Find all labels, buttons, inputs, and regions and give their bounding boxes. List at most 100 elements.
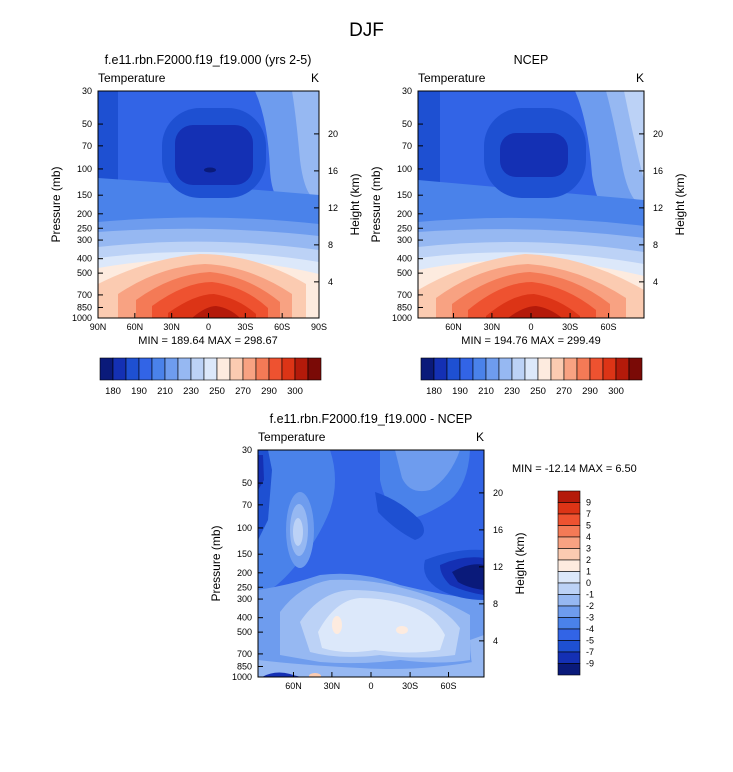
colorbar-label: 2: [586, 555, 591, 565]
pressure-tick-label: 500: [397, 268, 412, 278]
colorbar-swatch: [557, 640, 581, 653]
colorbar-swatch: [511, 357, 526, 381]
colorbar-label: 210: [157, 386, 173, 397]
colorbar-swatch: [125, 357, 140, 381]
colorbar-swatch: [537, 357, 552, 381]
colorbar-swatch: [112, 357, 127, 381]
colorbar-swatch: [99, 357, 114, 381]
colorbar-swatch: [138, 357, 153, 381]
colorbar-swatch: [472, 357, 487, 381]
colorbar-swatch: [255, 357, 270, 381]
height-tick-label: 8: [493, 599, 498, 609]
colorbar-swatch: [615, 357, 630, 381]
latitude-tick-label: 0: [528, 322, 533, 332]
colorbar-swatch: [294, 357, 309, 381]
height-tick-label: 16: [493, 525, 503, 535]
colorbar-label: 270: [235, 386, 251, 397]
latitude-tick-label: 30S: [562, 322, 578, 332]
colorbar-swatch: [557, 502, 581, 515]
colorbar-label: -4: [586, 624, 594, 634]
colorbar-label: 290: [582, 386, 598, 397]
pressure-tick-label: 200: [237, 568, 252, 578]
panel-difference-units-label: K: [476, 430, 484, 444]
pressure-tick-label: 500: [77, 268, 92, 278]
colorbar-label: -3: [586, 613, 594, 623]
pressure-tick-label: 30: [402, 86, 412, 96]
pressure-tick-label: 70: [242, 500, 252, 510]
pressure-tick-label: 850: [77, 302, 92, 312]
colorbar-swatch: [268, 357, 283, 381]
colorbar-swatch: [557, 605, 581, 618]
latitude-tick-label: 60S: [601, 322, 617, 332]
colorbar-label: -5: [586, 636, 594, 646]
colorbar-swatch: [307, 357, 322, 381]
latitude-tick-label: 60N: [445, 322, 462, 332]
colorbar-label: 180: [105, 386, 121, 397]
pressure-tick-label: 100: [237, 523, 252, 533]
panel-difference-minmax: MIN = -12.14 MAX = 6.50: [512, 463, 637, 475]
colorbar-label: 300: [287, 386, 303, 397]
colorbar-model: 180 190 210 230 250 270 290 300: [99, 357, 322, 397]
colorbar-swatch: [203, 357, 218, 381]
colorbar-swatch: [557, 628, 581, 641]
pressure-tick-label: 50: [82, 119, 92, 129]
height-tick-label: 12: [328, 203, 338, 213]
colorbar-label: 1: [586, 567, 591, 577]
pressure-tick-label: 250: [237, 582, 252, 592]
colorbar-difference: 97 54 32 10 -1-2 -3-4 -5-7 -9: [557, 490, 594, 676]
colorbar-swatch: [485, 357, 500, 381]
colorbar-swatch: [557, 490, 581, 503]
colorbar-label: 7: [586, 509, 591, 519]
panel-ncep-contours: [418, 91, 644, 318]
panel-ncep-minmax: MIN = 194.76 MAX = 299.49: [461, 335, 600, 347]
height-tick-label: 12: [493, 562, 503, 572]
pressure-axis-title: Pressure (mb): [49, 166, 63, 242]
colorbar-swatch: [550, 357, 565, 381]
latitude-tick-label: 60S: [441, 681, 457, 691]
colorbar-label: 190: [452, 386, 468, 397]
latitude-tick-label: 0: [206, 322, 211, 332]
pressure-tick-label: 700: [77, 290, 92, 300]
pressure-tick-label: 300: [397, 235, 412, 245]
latitude-tick-label: 30N: [163, 322, 180, 332]
latitude-tick-label: 60N: [285, 681, 302, 691]
height-axis-title: Height (km): [673, 173, 687, 235]
pressure-tick-label: 100: [397, 164, 412, 174]
colorbar-label: -1: [586, 590, 594, 600]
colorbar-label: 250: [530, 386, 546, 397]
colorbar-swatch: [524, 357, 539, 381]
colorbar-swatch: [190, 357, 205, 381]
colorbar-label: 230: [183, 386, 199, 397]
colorbar-swatch: [557, 536, 581, 549]
pressure-tick-label: 200: [397, 209, 412, 219]
pressure-tick-label: 1000: [232, 672, 252, 682]
pressure-tick-label: 150: [237, 549, 252, 559]
latitude-tick-label: 60S: [274, 322, 290, 332]
figure-title: DJF: [349, 20, 384, 41]
height-axis-title: Height (km): [348, 173, 362, 235]
colorbar-swatch: [177, 357, 192, 381]
colorbar-swatch: [433, 357, 448, 381]
colorbar-swatch: [498, 357, 513, 381]
colorbar-label: 190: [131, 386, 147, 397]
pressure-tick-label: 70: [402, 141, 412, 151]
colorbar-swatch: [563, 357, 578, 381]
colorbar-ncep: 180 190 210 230 250 270 290 300: [420, 357, 643, 397]
colorbar-swatch: [281, 357, 296, 381]
pressure-axis-title: Pressure (mb): [369, 166, 383, 242]
pressure-tick-label: 400: [397, 254, 412, 264]
height-tick-label: 4: [653, 277, 658, 287]
colorbar-label: 250: [209, 386, 225, 397]
colorbar-label: -2: [586, 601, 594, 611]
height-tick-label: 8: [328, 240, 333, 250]
pressure-tick-label: 200: [77, 209, 92, 219]
height-tick-label: 16: [328, 166, 338, 176]
panel-difference-title: f.e11.rbn.F2000.f19_f19.000 - NCEP: [270, 412, 473, 426]
height-tick-label: 20: [328, 129, 338, 139]
panel-model-units-label: K: [311, 71, 319, 85]
colorbar-label: 230: [504, 386, 520, 397]
colorbar-swatch: [216, 357, 231, 381]
